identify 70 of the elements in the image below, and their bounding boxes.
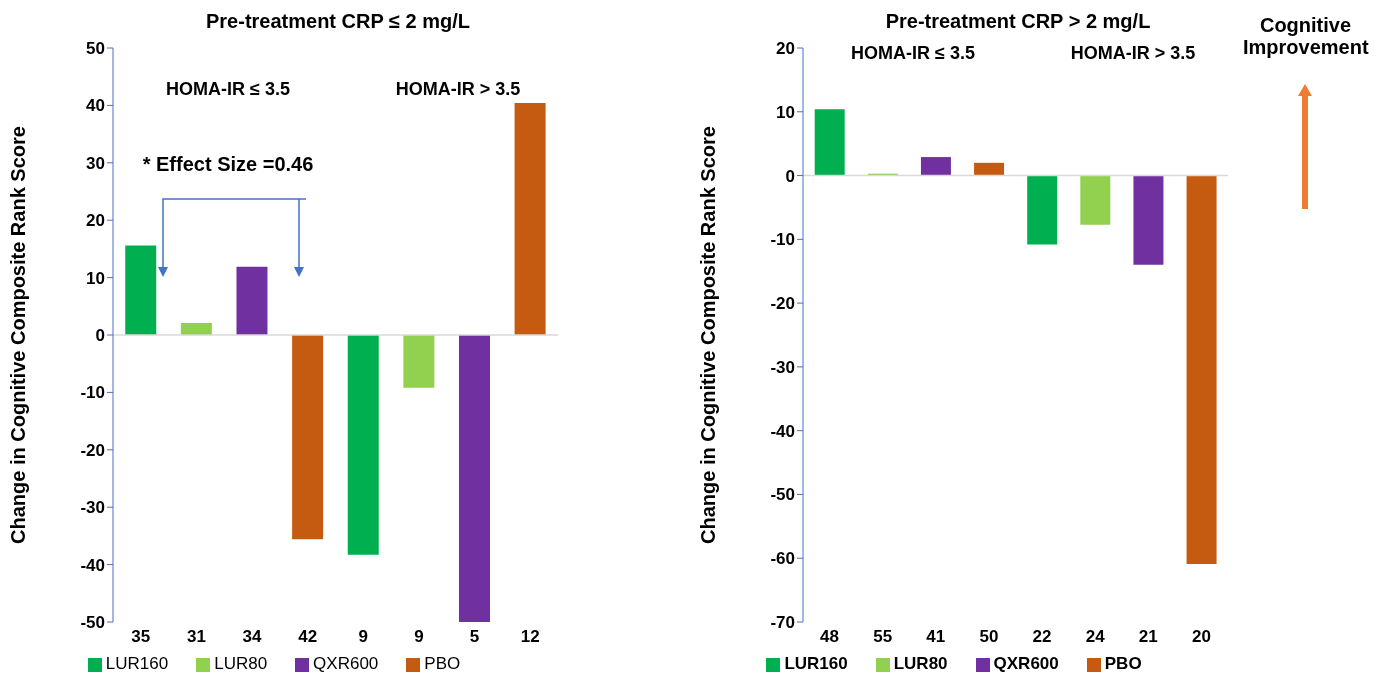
y-tick-label: -40 xyxy=(770,421,795,441)
y-tick-label: -30 xyxy=(80,498,105,518)
x-tick-label: 35 xyxy=(131,627,151,647)
x-tick-label: 34 xyxy=(242,627,263,647)
y-tick-label: -50 xyxy=(80,613,105,633)
text: Cognitive Improvement xyxy=(1243,14,1369,58)
y-tick-label: -50 xyxy=(770,485,795,505)
legend-label: PBO xyxy=(1104,654,1142,673)
x-tick-label: 12 xyxy=(520,627,540,647)
legend-label: QXR600 xyxy=(313,654,379,673)
y-tick-label: 0 xyxy=(785,166,795,186)
y-tick-label: 10 xyxy=(86,268,105,288)
legend-label: LUR80 xyxy=(893,654,948,673)
y-tick-label: -20 xyxy=(80,440,105,460)
bar xyxy=(1027,175,1058,245)
bar xyxy=(1186,175,1217,564)
bar xyxy=(347,335,379,555)
y-tick-label: -10 xyxy=(770,230,795,250)
x-tick-label: 5 xyxy=(469,627,480,647)
x-tick-label: 31 xyxy=(186,627,206,647)
x-tick-label: 55 xyxy=(873,627,893,647)
y-tick-label: -30 xyxy=(770,357,795,377)
y-tick-label: -20 xyxy=(770,294,795,314)
chart-title: Pre-treatment CRP > 2 mg/L xyxy=(885,10,1151,32)
y-axis-title: Change in Cognitive Composite Rank Score xyxy=(7,126,30,544)
y-tick-label: 20 xyxy=(86,211,105,231)
legend-label: LUR160 xyxy=(105,654,169,673)
annotation: * Effect Size =0.46 xyxy=(141,153,315,175)
legend-label: LUR80 xyxy=(214,654,268,673)
x-tick-label: 50 xyxy=(979,627,999,647)
bar xyxy=(974,162,1005,176)
x-tick-label: 9 xyxy=(358,627,369,647)
x-tick-label: 21 xyxy=(1138,627,1158,647)
bar xyxy=(236,266,268,335)
bar xyxy=(920,157,951,176)
x-tick-label: 41 xyxy=(926,627,946,647)
x-tick-label: 24 xyxy=(1085,627,1106,647)
legend-label: QXR600 xyxy=(993,654,1059,673)
y-tick-label: 40 xyxy=(86,96,105,116)
bar xyxy=(514,103,546,335)
x-tick-label: 48 xyxy=(820,627,840,647)
annotation: HOMA-IR > 3.5 xyxy=(1069,43,1197,64)
y-tick-label: 0 xyxy=(95,326,105,346)
y-axis-title: Change in Cognitive Composite Rank Score xyxy=(697,126,720,544)
bar xyxy=(458,335,490,622)
bar xyxy=(1133,175,1164,265)
bar xyxy=(292,335,324,540)
y-tick-label: 20 xyxy=(776,39,795,59)
annotation: HOMA-IR > 3.5 xyxy=(394,79,522,100)
x-tick-label: 42 xyxy=(298,627,318,647)
bar xyxy=(180,322,212,335)
y-tick-label: 30 xyxy=(86,153,105,173)
y-tick-label: -60 xyxy=(770,549,795,569)
y-tick-label: -70 xyxy=(770,613,795,633)
bar xyxy=(403,335,435,388)
y-tick-label: -10 xyxy=(80,383,105,403)
x-tick-label: 9 xyxy=(414,627,424,647)
legend-label: PBO xyxy=(424,654,461,673)
legend-label: LUR160 xyxy=(784,654,848,673)
bar xyxy=(814,109,845,176)
y-tick-label: 50 xyxy=(86,39,105,59)
bar xyxy=(1080,175,1111,225)
chart-title: Pre-treatment CRP ≤ 2 mg/L xyxy=(205,10,471,33)
y-tick-label: -40 xyxy=(80,555,105,575)
x-tick-label: 22 xyxy=(1032,627,1052,647)
annotation: HOMA-IR ≤ 3.5 xyxy=(165,79,291,100)
bar xyxy=(125,245,157,335)
annotation: HOMA-IR ≤ 3.5 xyxy=(850,43,976,64)
x-tick-label: 20 xyxy=(1191,627,1211,647)
y-tick-label: 10 xyxy=(776,102,795,122)
